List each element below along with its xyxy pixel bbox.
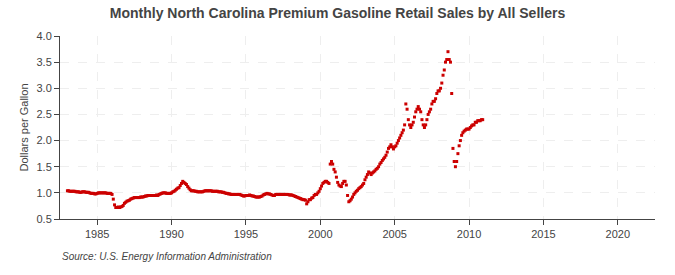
svg-text:2010: 2010 [457, 228, 481, 240]
svg-text:1985: 1985 [85, 228, 109, 240]
svg-text:Source: U.S. Energy Informatio: Source: U.S. Energy Information Administ… [62, 251, 272, 262]
svg-text:1.0: 1.0 [37, 187, 52, 199]
svg-text:Monthly North Carolina Premium: Monthly North Carolina Premium Gasoline … [110, 5, 566, 21]
svg-text:1995: 1995 [234, 228, 258, 240]
svg-text:Dollars per Gallon: Dollars per Gallon [18, 83, 30, 171]
svg-text:2000: 2000 [308, 228, 332, 240]
svg-text:0.5: 0.5 [37, 213, 52, 225]
svg-text:2020: 2020 [606, 228, 630, 240]
svg-text:1.5: 1.5 [37, 161, 52, 173]
svg-text:3.5: 3.5 [37, 56, 52, 68]
svg-text:1990: 1990 [159, 228, 183, 240]
svg-text:2005: 2005 [382, 228, 406, 240]
svg-text:3.0: 3.0 [37, 82, 52, 94]
svg-text:2.5: 2.5 [37, 108, 52, 120]
svg-text:2.0: 2.0 [37, 134, 52, 146]
svg-text:2015: 2015 [531, 228, 555, 240]
svg-text:4.0: 4.0 [37, 30, 52, 42]
